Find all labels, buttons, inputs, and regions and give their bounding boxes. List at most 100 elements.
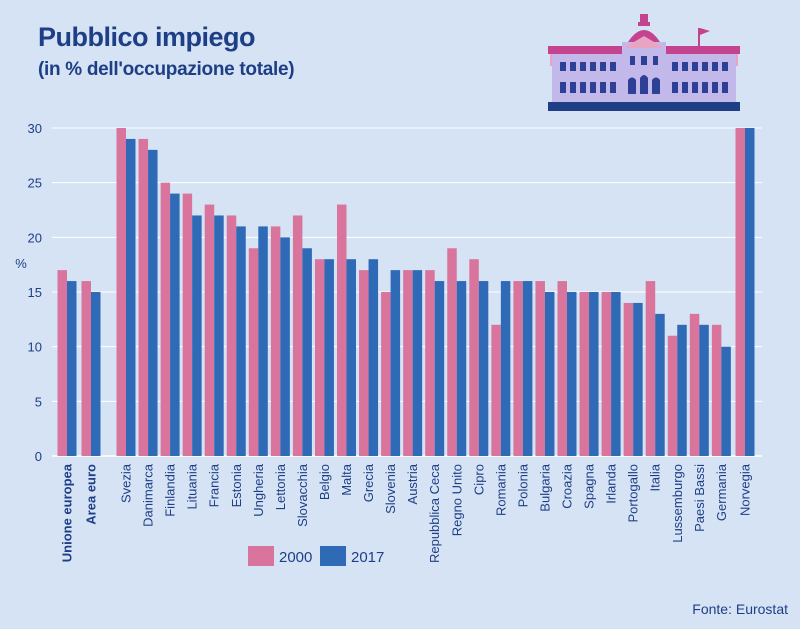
bar-2000-bulgaria xyxy=(535,281,545,456)
bar-2017-slovenia xyxy=(390,270,401,456)
x-tick-label: Paesi Bassi xyxy=(692,464,707,532)
bar-2000-paesi-bassi xyxy=(689,313,700,456)
bar-2000-lituania xyxy=(182,193,193,456)
bar-2017-austria xyxy=(412,270,423,456)
bar-2000-romania xyxy=(491,324,501,456)
bar-2017-svezia xyxy=(126,138,136,456)
bar-2000-danimarca xyxy=(138,138,149,456)
bar-2000-regno-unito xyxy=(447,248,457,456)
bar-2017-unione-europea xyxy=(67,281,77,456)
bar-2000-portogallo xyxy=(623,302,634,456)
x-tick-label: Slovacchia xyxy=(295,463,310,527)
source-note: Fonte: Eurostat xyxy=(692,601,788,617)
legend-swatch-2000 xyxy=(248,546,274,566)
bar-2017-repubblica-ceca xyxy=(434,281,445,456)
x-tick-label: Spagna xyxy=(582,463,597,509)
x-tick-label: Finlandia xyxy=(163,463,178,517)
bar-2017-portogallo xyxy=(633,302,643,456)
bar-2017-cipro xyxy=(478,281,489,456)
x-tick-label: Polonia xyxy=(515,463,530,507)
chart-title: Pubblico impiego xyxy=(38,22,256,52)
y-tick-label: 15 xyxy=(28,285,42,300)
y-tick-label: 5 xyxy=(35,394,42,409)
x-tick-label: Belgio xyxy=(317,464,332,500)
x-tick-label: Francia xyxy=(207,463,222,507)
legend-label-2017: 2017 xyxy=(351,549,384,566)
y-tick-label: 10 xyxy=(28,340,42,355)
bar-2017-danimarca xyxy=(148,149,158,456)
bar-2017-italia xyxy=(655,313,665,456)
bar-2017-polonia xyxy=(522,281,533,456)
bar-2017-francia xyxy=(214,215,224,456)
x-tick-label: Germania xyxy=(714,463,729,521)
bar-2017-malta xyxy=(346,259,356,456)
bar-2017-lussemburgo xyxy=(677,324,687,456)
bar-2000-polonia xyxy=(513,281,523,456)
x-tick-label: Area euro xyxy=(84,464,99,525)
x-tick-label: Grecia xyxy=(361,463,376,502)
bar-2017-belgio xyxy=(324,259,334,456)
bar-2000-italia xyxy=(645,281,656,456)
x-tick-label: Bulgaria xyxy=(537,463,552,511)
y-tick-label: 20 xyxy=(28,230,42,245)
bar-2017-germania xyxy=(721,346,731,456)
x-tick-label: Slovenia xyxy=(383,463,398,514)
legend-label-2000: 2000 xyxy=(279,549,312,566)
chart-subtitle: (in % dell'occupazione totale) xyxy=(38,59,295,80)
bar-2017-norvegia xyxy=(745,128,755,456)
y-tick-label: 30 xyxy=(28,121,42,136)
y-axis-label: % xyxy=(15,256,27,271)
x-tick-label: Danimarca xyxy=(141,463,156,527)
bar-2017-estonia xyxy=(236,226,246,456)
bar-2000-lussemburgo xyxy=(667,335,678,456)
bar-2000-francia xyxy=(204,204,215,456)
bar-2000-repubblica-ceca xyxy=(425,270,435,456)
x-tick-label: Croazia xyxy=(560,463,575,509)
x-tick-label: Repubblica Ceca xyxy=(427,463,442,563)
bar-2000-germania xyxy=(711,324,722,456)
x-tick-label: Svezia xyxy=(119,463,134,503)
x-tick-label: Estonia xyxy=(229,463,244,507)
bar-2000-grecia xyxy=(359,270,369,456)
x-tick-label: Cipro xyxy=(471,464,486,495)
bar-2017-bulgaria xyxy=(544,292,555,456)
bar-2017-lituania xyxy=(192,215,202,456)
x-tick-label: Ungheria xyxy=(251,463,266,517)
bar-2017-croazia xyxy=(567,292,577,456)
bar-2000-spagna xyxy=(579,292,590,456)
x-tick-label: Austria xyxy=(405,463,420,504)
bar-2000-slovacchia xyxy=(292,215,303,456)
x-tick-label: Italia xyxy=(648,463,663,491)
legend-swatch-2017 xyxy=(320,546,346,566)
x-tick-label: Lussemburgo xyxy=(670,464,685,543)
bar-2017-grecia xyxy=(368,259,379,456)
bar-2017-irlanda xyxy=(611,292,621,456)
bar-2017-area-euro xyxy=(91,292,101,456)
bar-2000-belgio xyxy=(314,259,325,456)
x-tick-label: Portogallo xyxy=(626,464,641,523)
bar-2000-unione-europea xyxy=(57,270,67,456)
x-tick-label: Romania xyxy=(493,463,508,516)
x-tick-label: Malta xyxy=(339,463,354,496)
bar-2017-regno-unito xyxy=(456,281,467,456)
bar-2000-malta xyxy=(337,204,347,456)
x-tick-label: Regno Unito xyxy=(449,464,464,536)
bar-2000-ungheria xyxy=(248,248,259,456)
bar-2000-estonia xyxy=(226,215,237,456)
bar-2000-cipro xyxy=(469,259,479,456)
bar-2017-romania xyxy=(500,281,511,456)
bar-2017-spagna xyxy=(589,292,599,456)
bar-2000-slovenia xyxy=(381,292,391,456)
bar-2017-lettonia xyxy=(280,237,290,456)
y-tick-label: 0 xyxy=(35,449,42,464)
x-tick-label: Irlanda xyxy=(604,463,619,504)
x-tick-label: Lituania xyxy=(185,463,200,509)
bar-2000-area-euro xyxy=(81,281,91,456)
bar-2017-ungheria xyxy=(258,226,268,456)
bar-2000-svezia xyxy=(116,128,126,456)
bar-2000-lettonia xyxy=(270,226,281,456)
bar-2017-finlandia xyxy=(170,193,180,456)
bar-2017-slovacchia xyxy=(302,248,312,456)
bar-2000-croazia xyxy=(557,281,567,456)
